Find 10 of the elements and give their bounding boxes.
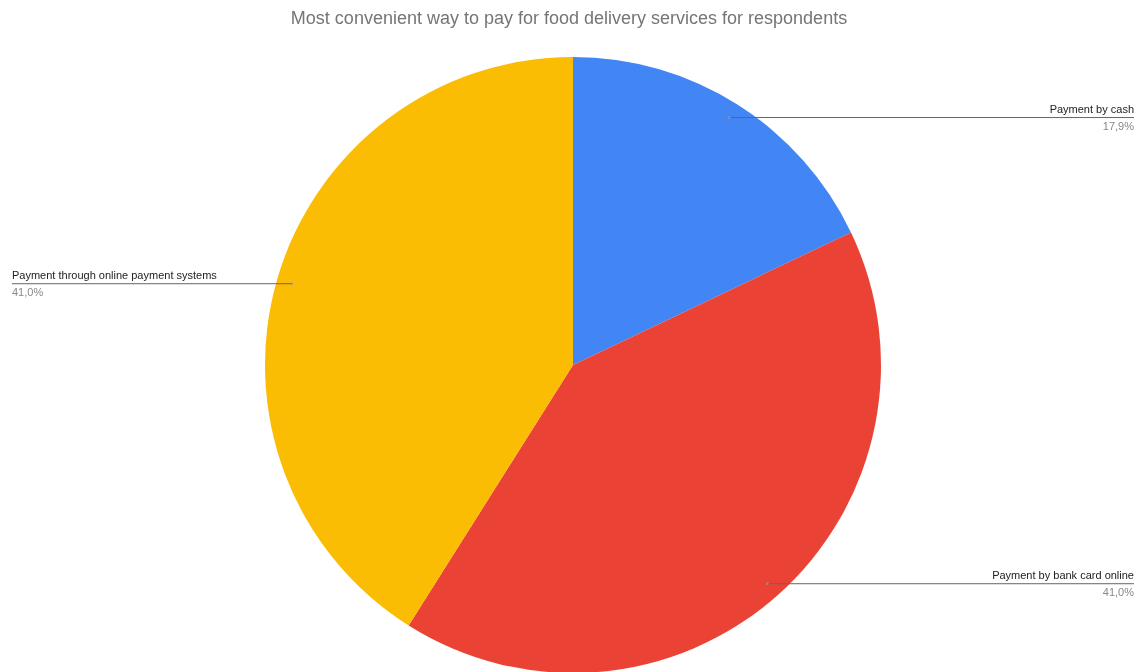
pie-slice <box>265 57 573 626</box>
pie-slice <box>408 232 881 672</box>
slice-label: Payment by cash <box>1049 102 1134 115</box>
data-label: 17,9% <box>1102 119 1135 132</box>
slice-label: Payment by bank card online <box>992 568 1134 581</box>
slice-label: Payment through online payment systems <box>12 268 218 281</box>
data-label: 41,0% <box>1102 585 1135 598</box>
chart-title: Most convenient way to pay for food delivery services for respondents <box>290 8 848 28</box>
pie-slice <box>573 57 852 365</box>
data-label: 41,0% <box>12 285 44 298</box>
